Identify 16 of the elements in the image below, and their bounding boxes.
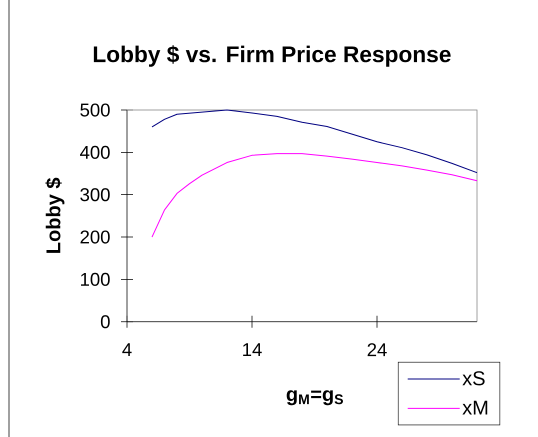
legend-label: xS [462,371,485,386]
y-axis-title: Lobby $ [45,178,64,253]
legend-label: xM [462,400,488,414]
chart-title: Lobby $ vs. Firm Price Response [94,45,451,67]
line-series [152,153,478,238]
y-tick-label: 100 [81,272,110,286]
x-axis-title: g$_{M}$=g$_{S}$ [286,390,343,406]
y-tick-label: 400 [80,146,110,159]
y-tick-label: 300 [80,188,110,202]
y-tick-label: 500 [80,103,110,117]
y-tick-label: 0 [100,315,110,328]
y-tick-label: 200 [80,230,110,244]
x-tick-label: 14 [243,343,262,356]
x-tick-label: 4 [122,343,132,356]
x-tick-label: 24 [368,343,387,356]
line-series [152,110,478,174]
